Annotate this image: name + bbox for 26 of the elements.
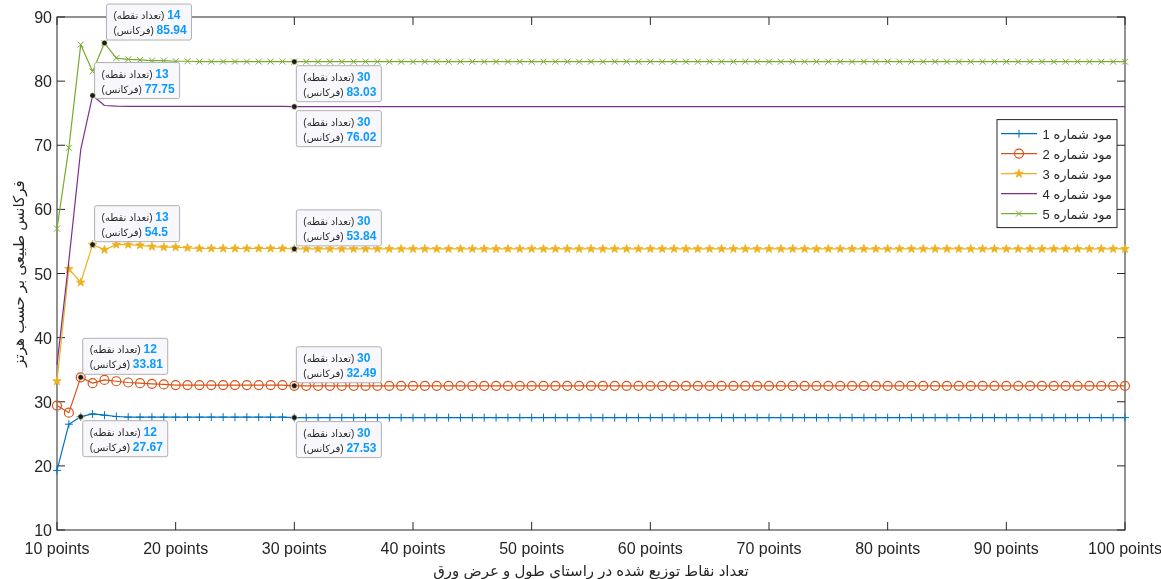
legend-label: مود شماره 5: [1042, 206, 1112, 223]
y-tick-label: 90: [34, 9, 53, 26]
x-tick-label: 70 points: [736, 540, 802, 557]
x-axis-title: تعداد نقاط توزیع شده در راستای طول و عرض ورق: [433, 562, 749, 579]
x-tick-label: 50 points: [499, 540, 565, 557]
x-tick-label: 80 points: [855, 540, 921, 557]
legend-label: مود شماره 2: [1042, 146, 1112, 163]
y-tick-label: 40: [34, 329, 53, 347]
y-tick-label: 60: [34, 201, 53, 219]
legend-label: مود شماره 4: [1042, 186, 1112, 203]
x-tick-label: 100 points: [1088, 540, 1161, 557]
y-tick-label: 20: [34, 457, 53, 475]
legend-label: مود شماره 3: [1042, 166, 1112, 183]
x-tick-label: 40 points: [380, 540, 446, 557]
x-tick-label: 20 points: [143, 540, 209, 557]
legend-label: مود شماره 1: [1042, 126, 1112, 143]
y-axis-title: فرکانس طبیعی بر حسب هرتز: [10, 180, 28, 368]
y-tick-label: 50: [34, 265, 53, 283]
y-tick-label: 70: [34, 137, 53, 155]
y-tick-label: 80: [34, 73, 53, 91]
y-tick-label: 10: [34, 522, 53, 539]
x-tick-label: 30 points: [261, 540, 327, 557]
x-tick-label: 10 points: [24, 540, 90, 557]
x-tick-label: 60 points: [617, 540, 683, 557]
y-tick-label: 30: [34, 393, 53, 411]
x-tick-label: 90 points: [973, 540, 1039, 557]
